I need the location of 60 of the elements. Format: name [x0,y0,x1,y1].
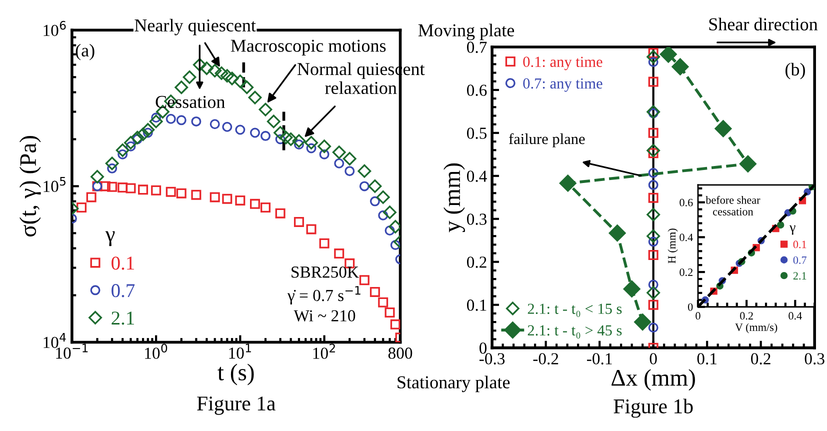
legend-title: γ [105,231,115,246]
legend-label: 0.7 [112,284,135,298]
legend-label: 0.7: any time [523,78,602,92]
y-axis-title: σ(t, γ) (Pa) [19,136,41,237]
x-tick-label: 0.1 [697,353,716,364]
annotation: before shear cessation [706,196,760,216]
legend-label: 0.1: any time [523,56,602,70]
y-tick-label: 0.7 [467,42,487,53]
y-tick-label: 0.6 [680,198,693,206]
x-tick-label: -0.3 [479,353,505,364]
legend-label: 2.1 [793,272,806,280]
text: Figure 1b [614,398,693,418]
x-tick-label: 10$^{0}$ [145,344,168,359]
y-tick-label: 0 [688,303,693,311]
x-tick-label: -0.1 [587,353,612,364]
text: Shear direction [709,18,818,30]
annotation: (b) [786,62,805,80]
y-tick-label: 0.4 [680,234,693,242]
x-tick-label: 0.4 [788,312,802,320]
x-axis-title: V (mm/s) [735,323,778,334]
x-tick-label: 0 [696,312,700,320]
x-tick-label: 0.2 [751,353,770,364]
y-axis-title: H (mm) [668,228,678,264]
y-tick-label: 10$^{4}$ [44,333,66,348]
text: Moving plate [418,24,514,40]
legend-label: 2.1 [112,312,134,325]
legend-label: 2.1: t - t₀ > 45 s [528,325,622,339]
y-tick-label: 10$^{5}$ [44,177,66,192]
x-tick-label: 10$^{2}$ [313,344,335,359]
legend-label: 0.1 [793,240,806,248]
annotation: Nearly quiescent [134,18,256,36]
legend-label: 0.7 [793,256,806,264]
x-tick-label: 0.2 [740,312,753,320]
x-tick-label: 0.3 [804,353,824,364]
x-axis-title: Δx (mm) [612,369,695,391]
legend-title: γ [790,225,796,235]
x-tick-label: -0.2 [533,353,558,364]
x-tick-label: 0 [650,353,657,364]
y-tick-label: 0.2 [467,256,486,268]
x-axis-title: t (s) [218,364,254,386]
x-tick-label: 800 [388,348,412,359]
y-axis-title: y (mm) [444,163,465,232]
text: Stationary plate [398,376,510,392]
y-tick-label: 0.5 [467,128,487,139]
legend-label: 0.1 [112,256,134,270]
y-tick-label: 0.2 [680,268,693,276]
y-tick-label: 0.6 [467,84,487,96]
annotation: failure plane [508,133,585,148]
y-tick-label: 10$^{6}$ [44,20,66,36]
y-tick-label: 0.4 [467,170,487,182]
annotation: SBR250K [292,266,359,278]
annotation: Macroscopic motions [230,40,386,56]
annotation: Wi ~ 210 [294,310,356,322]
y-tick-label: 0.3 [467,214,487,225]
annotation: γ̇ = 0.7 s$^{−1}$ [287,286,360,305]
legend-label: 2.1: t - t₀ < 15 s [528,304,622,317]
x-tick-label: 10$^{1}$ [229,344,251,359]
annotation: (a) [76,44,94,60]
text: Figure 1a [197,396,276,415]
y-tick-label: 0.1 [467,300,486,311]
